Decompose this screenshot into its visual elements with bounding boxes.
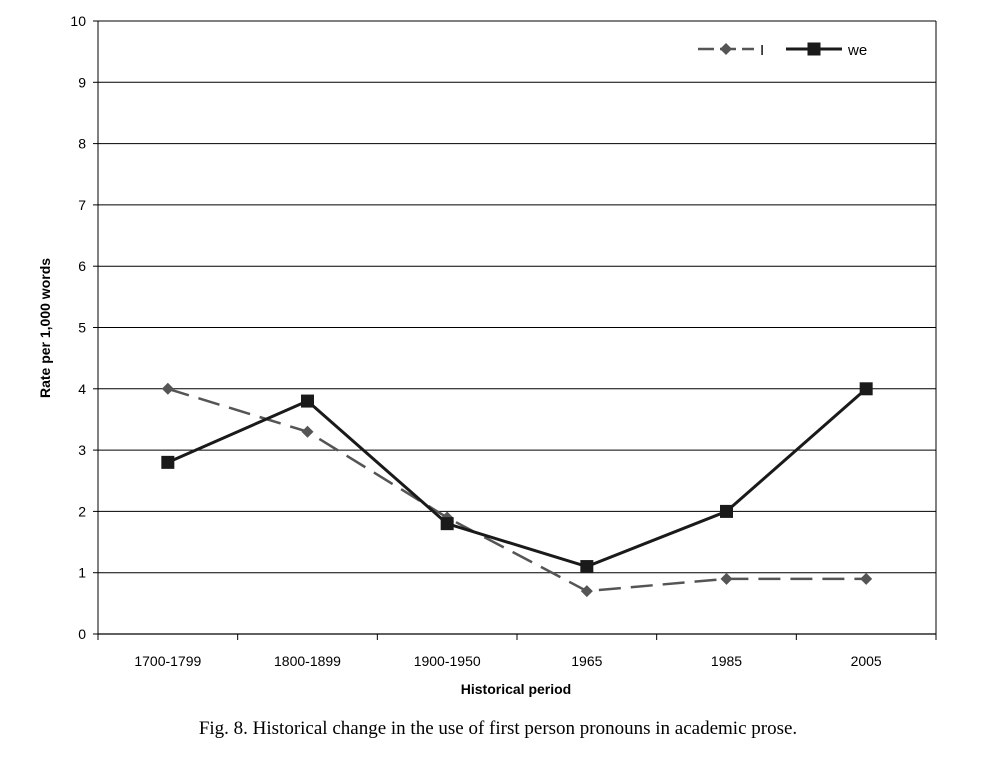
y-tick-label: 9 [78,74,86,90]
y-tick-label: 2 [78,503,86,519]
x-tick-labels: 1700-1799 1800-1899 1900-1950 1965 1985 2005 [134,653,882,669]
y-tick-labels: 0 1 2 3 4 5 6 7 8 9 10 [70,13,86,642]
data-point-we [720,504,733,518]
y-tick-label: 4 [78,381,86,397]
data-point-we [301,394,314,408]
gridlines [98,20,936,574]
line-chart: 0 1 2 3 4 5 6 7 8 9 10 1700-1799 1800-1899 1900-1950… [37,13,937,697]
x-tick-label: 1900-1950 [414,653,481,669]
y-tick-label: 6 [78,258,86,274]
axes [93,20,937,640]
y-tick-label: 7 [78,197,86,213]
series-line-i [167,387,867,593]
x-axis-title: Historical period [461,681,571,697]
x-tick-label: 1985 [711,653,742,669]
x-tick-label: 1800-1899 [274,653,341,669]
legend-marker-i [720,43,732,55]
y-tick-label: 0 [78,626,86,642]
data-point-we [161,455,175,469]
figure-caption: Fig. 8. Historical change in the use of … [198,718,798,739]
y-axis-title: Rate per 1,000 words [37,258,53,398]
legend-label-we: we [847,42,867,59]
y-tick-label: 3 [78,442,86,458]
legend-marker-we [807,42,821,56]
data-point-we [859,382,873,396]
x-tick-label: 1700-1799 [134,653,201,669]
data-point-i [301,425,314,438]
data-point-we [580,560,594,574]
x-tick-label: 2005 [851,653,882,669]
data-point-i [720,572,733,585]
x-tick-label: 1965 [571,653,602,669]
data-point-we [440,517,454,531]
data-point-i [860,572,873,585]
legend-label-i: I [760,42,764,59]
series-line-we [167,387,868,569]
y-tick-label: 5 [78,320,86,336]
y-tick-label: 10 [70,13,86,29]
y-tick-label: 8 [78,136,86,152]
data-point-i [580,585,593,598]
y-tick-label: 1 [78,565,86,581]
series-group [161,382,873,598]
data-point-i [161,382,174,395]
